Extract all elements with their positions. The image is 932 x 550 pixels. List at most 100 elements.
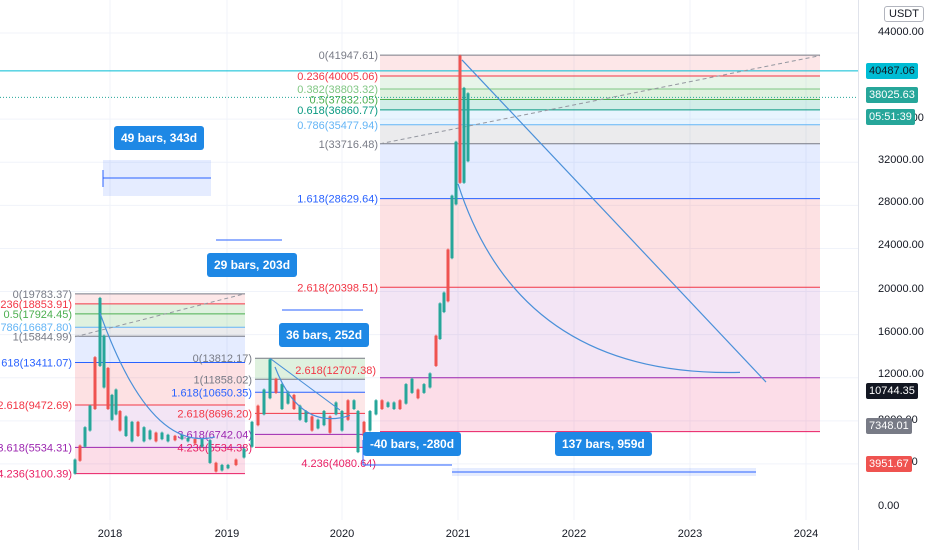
fib-label: 2.618(20398.51) bbox=[297, 282, 378, 294]
current-price-tag: 38025.63 bbox=[866, 87, 918, 103]
fib-label: 1.618(28629.64) bbox=[297, 194, 378, 206]
candle-body bbox=[346, 400, 350, 420]
candle-body bbox=[416, 389, 420, 399]
range-callout[interactable]: -40 bars, -280d bbox=[363, 432, 462, 456]
fib-zone bbox=[255, 358, 365, 380]
candle-body bbox=[88, 405, 92, 431]
fib-label: 4.236(3100.39) bbox=[0, 469, 72, 481]
candle-body bbox=[292, 394, 296, 410]
fib-label: 0(41947.61) bbox=[319, 50, 378, 62]
fib-label: 0.382(38803.32) bbox=[297, 84, 378, 96]
candle-body bbox=[154, 432, 158, 442]
time-tick: 2020 bbox=[329, 528, 355, 540]
fib-label: 1(15844.99) bbox=[13, 331, 72, 343]
candle-body bbox=[410, 378, 414, 393]
candle-body bbox=[316, 419, 320, 429]
fib-label: 1.618(10650.35) bbox=[171, 387, 252, 399]
time-tick: 2019 bbox=[214, 528, 240, 540]
fib-label: 786(16687.80) bbox=[0, 322, 72, 334]
candle-body bbox=[404, 384, 408, 404]
fib-zone bbox=[380, 143, 820, 199]
candle-body bbox=[352, 400, 356, 410]
candle-body bbox=[392, 402, 396, 410]
candle-body bbox=[398, 400, 402, 410]
fib-label: 4.236(5534.38) bbox=[177, 442, 252, 454]
fib-zone bbox=[380, 198, 820, 288]
currency-badge[interactable]: USDT bbox=[884, 6, 924, 22]
price-tick: 44000.00 bbox=[878, 26, 924, 38]
time-tick: 2023 bbox=[677, 528, 703, 540]
candle-body bbox=[328, 416, 332, 433]
candle-body bbox=[434, 335, 438, 366]
candle-body bbox=[98, 297, 102, 366]
fib-label: 1(33716.48) bbox=[319, 139, 378, 151]
candle-body bbox=[466, 93, 470, 162]
price-tick: 20000.00 bbox=[878, 283, 924, 295]
candle-body bbox=[73, 459, 77, 474]
candle-body bbox=[386, 402, 390, 407]
candle-body bbox=[234, 459, 238, 466]
fib-label: .236(18853.91) bbox=[0, 299, 72, 311]
candle-body bbox=[166, 434, 170, 442]
price-tick: 32000.00 bbox=[878, 154, 924, 166]
candle-body bbox=[136, 421, 140, 436]
time-tick: 2018 bbox=[97, 528, 123, 540]
fib-label: 1(11858.02) bbox=[193, 374, 252, 386]
candle-body bbox=[458, 55, 462, 183]
range-callout[interactable]: 29 bars, 203d bbox=[207, 253, 298, 277]
candle-body bbox=[304, 411, 308, 422]
fib-zone bbox=[75, 404, 245, 448]
range-callout[interactable]: 137 bars, 959d bbox=[555, 432, 652, 456]
candle-body bbox=[124, 416, 128, 436]
candle-body bbox=[310, 416, 314, 431]
trend-line bbox=[74, 293, 246, 338]
candle-body bbox=[200, 439, 204, 447]
candle-body bbox=[173, 435, 177, 441]
candle-body bbox=[226, 464, 230, 469]
time-tick: 2024 bbox=[793, 528, 819, 540]
candle-body bbox=[334, 402, 338, 415]
range-callout[interactable]: 36 bars, 252d bbox=[279, 323, 370, 347]
fib-label: 2.618(12707.38) bbox=[295, 365, 376, 377]
fib-label: 4.236(4080.64) bbox=[301, 458, 376, 470]
fib-label: 0(13812.17) bbox=[193, 353, 252, 365]
fib-zone bbox=[75, 293, 245, 304]
candle-body bbox=[340, 411, 344, 431]
candle-body bbox=[142, 427, 146, 442]
candle-body bbox=[214, 462, 218, 472]
fib-zone bbox=[380, 377, 820, 432]
fib-label: 2.618(9472.69) bbox=[0, 400, 72, 412]
candle-body bbox=[280, 384, 284, 410]
fib-zone bbox=[255, 434, 365, 448]
candle-body bbox=[220, 464, 224, 471]
countdown-tag: 05:51:39 bbox=[866, 109, 915, 125]
fib-zone bbox=[380, 124, 820, 144]
candle-body bbox=[268, 359, 272, 399]
candle-body bbox=[118, 411, 122, 431]
projection-line bbox=[269, 357, 341, 411]
projection-line bbox=[461, 59, 767, 383]
candle-body bbox=[250, 421, 254, 447]
candle-body bbox=[93, 357, 97, 410]
candle-body bbox=[356, 411, 360, 453]
candle-body bbox=[148, 430, 152, 440]
candle-body bbox=[180, 434, 184, 440]
price-tick: 24000.00 bbox=[878, 239, 924, 251]
chart-canvas[interactable]: 0(41947.61) 0.236(40005.06)0.382(38803.32… bbox=[0, 0, 858, 550]
time-tick: 2021 bbox=[445, 528, 471, 540]
fib-zone bbox=[380, 76, 820, 89]
candle-body bbox=[422, 384, 426, 393]
candle-body bbox=[442, 292, 446, 313]
candle-body bbox=[262, 389, 266, 415]
candle-body bbox=[450, 195, 454, 259]
arc-curve bbox=[274, 366, 351, 420]
candle-body bbox=[110, 394, 114, 420]
candle-body bbox=[102, 335, 106, 388]
fib-label: 3.618(5534.31) bbox=[0, 442, 72, 454]
candle-body bbox=[130, 421, 134, 442]
candle-body bbox=[193, 439, 197, 444]
range-callout[interactable]: 49 bars, 343d bbox=[114, 126, 205, 150]
price-tick: 28000.00 bbox=[878, 196, 924, 208]
candle-body bbox=[242, 448, 246, 458]
fib-zone bbox=[380, 88, 820, 100]
